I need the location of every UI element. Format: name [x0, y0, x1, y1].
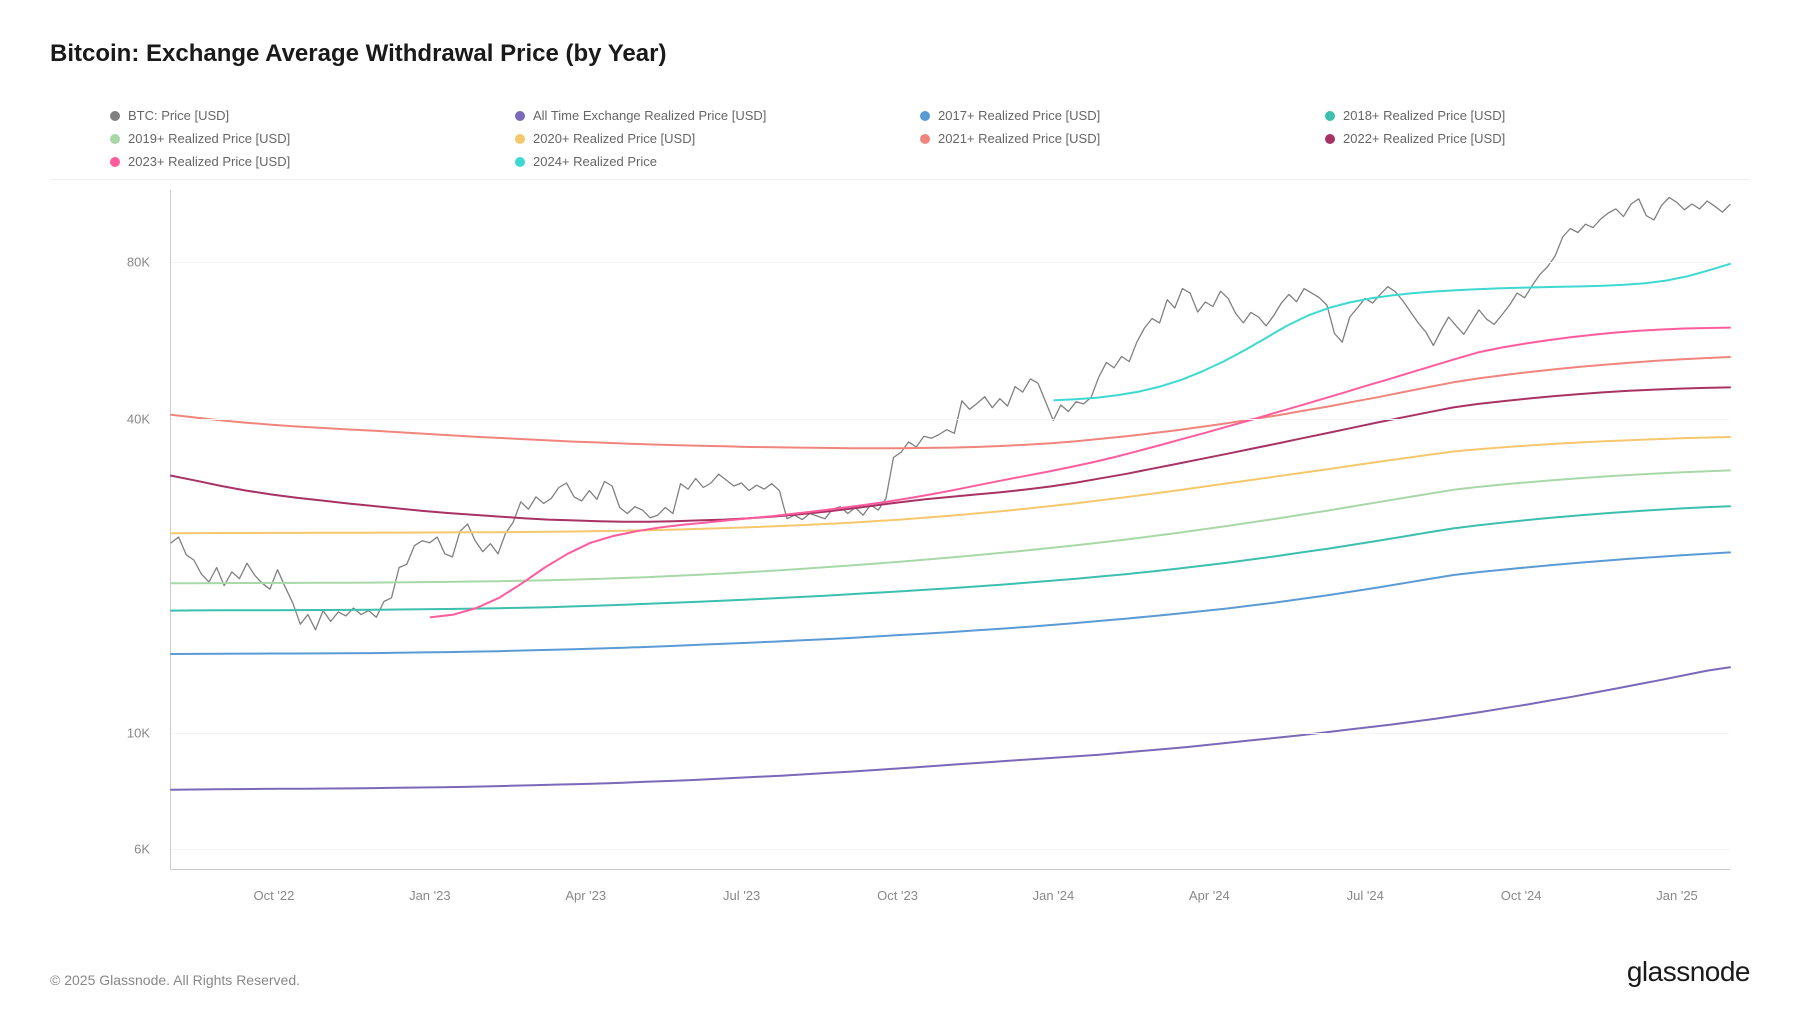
- legend-swatch: [110, 111, 120, 121]
- x-tick-label: Apr '23: [565, 888, 606, 903]
- grid-line: [171, 262, 1730, 263]
- legend-item: 2023+ Realized Price [USD]: [110, 154, 495, 169]
- grid-line: [171, 419, 1730, 420]
- copyright-text: © 2025 Glassnode. All Rights Reserved.: [50, 972, 300, 988]
- legend-swatch: [515, 111, 525, 121]
- legend-item: 2021+ Realized Price [USD]: [920, 131, 1305, 146]
- legend-swatch: [920, 111, 930, 121]
- legend-label: 2023+ Realized Price [USD]: [128, 154, 290, 169]
- grid-line: [171, 733, 1730, 734]
- legend-label: 2019+ Realized Price [USD]: [128, 131, 290, 146]
- legend-item: All Time Exchange Realized Price [USD]: [515, 108, 900, 123]
- legend-item: 2019+ Realized Price [USD]: [110, 131, 495, 146]
- legend-label: 2018+ Realized Price [USD]: [1343, 108, 1505, 123]
- legend-swatch: [1325, 111, 1335, 121]
- x-tick-label: Oct '23: [877, 888, 918, 903]
- legend-label: 2021+ Realized Price [USD]: [938, 131, 1100, 146]
- x-tick-label: Jul '23: [723, 888, 760, 903]
- y-tick-label: 80K: [127, 255, 150, 270]
- legend-label: 2024+ Realized Price: [533, 154, 657, 169]
- legend-label: 2022+ Realized Price [USD]: [1343, 131, 1505, 146]
- series-line: [171, 667, 1730, 790]
- x-tick-label: Apr '24: [1189, 888, 1230, 903]
- legend-item: 2024+ Realized Price: [515, 154, 900, 169]
- legend-swatch: [1325, 134, 1335, 144]
- legend-label: 2017+ Realized Price [USD]: [938, 108, 1100, 123]
- x-tick-label: Oct '22: [254, 888, 295, 903]
- x-tick-label: Jul '24: [1347, 888, 1384, 903]
- x-tick-label: Jan '25: [1656, 888, 1698, 903]
- chart-lines: [171, 190, 1730, 869]
- legend-item: 2018+ Realized Price [USD]: [1325, 108, 1710, 123]
- legend-item: 2017+ Realized Price [USD]: [920, 108, 1305, 123]
- legend-swatch: [110, 134, 120, 144]
- legend-label: BTC: Price [USD]: [128, 108, 229, 123]
- x-tick-label: Jan '23: [409, 888, 451, 903]
- legend-item: 2020+ Realized Price [USD]: [515, 131, 900, 146]
- chart-area: 6K 10K 40K 80K Oct '22 Jan '23 Apr '23 Jul '23…: [50, 190, 1750, 910]
- legend-label: All Time Exchange Realized Price [USD]: [533, 108, 766, 123]
- x-axis-labels: Oct '22 Jan '23 Apr '23 Jul '23 Oct '23 Jan '…: [170, 880, 1730, 910]
- brand-logo: glassnode: [1627, 956, 1750, 988]
- footer: © 2025 Glassnode. All Rights Reserved. g…: [50, 956, 1750, 988]
- y-tick-label: 40K: [127, 412, 150, 427]
- legend-label: 2020+ Realized Price [USD]: [533, 131, 695, 146]
- y-tick-label: 6K: [134, 842, 150, 857]
- series-line: [171, 470, 1730, 583]
- legend-swatch: [920, 134, 930, 144]
- y-axis-labels: 6K 10K 40K 80K: [50, 190, 160, 870]
- series-line: [171, 552, 1730, 654]
- legend-item: BTC: Price [USD]: [110, 108, 495, 123]
- grid-line: [171, 849, 1730, 850]
- series-line: [171, 387, 1730, 521]
- x-tick-label: Jan '24: [1033, 888, 1075, 903]
- legend-swatch: [515, 157, 525, 167]
- legend: BTC: Price [USD] All Time Exchange Realiz…: [50, 98, 1750, 180]
- chart-title: Bitcoin: Exchange Average Withdrawal Pri…: [50, 40, 1750, 68]
- x-tick-label: Oct '24: [1501, 888, 1542, 903]
- legend-item: 2022+ Realized Price [USD]: [1325, 131, 1710, 146]
- legend-swatch: [515, 134, 525, 144]
- legend-swatch: [110, 157, 120, 167]
- plot-area: [170, 190, 1730, 870]
- y-tick-label: 10K: [127, 726, 150, 741]
